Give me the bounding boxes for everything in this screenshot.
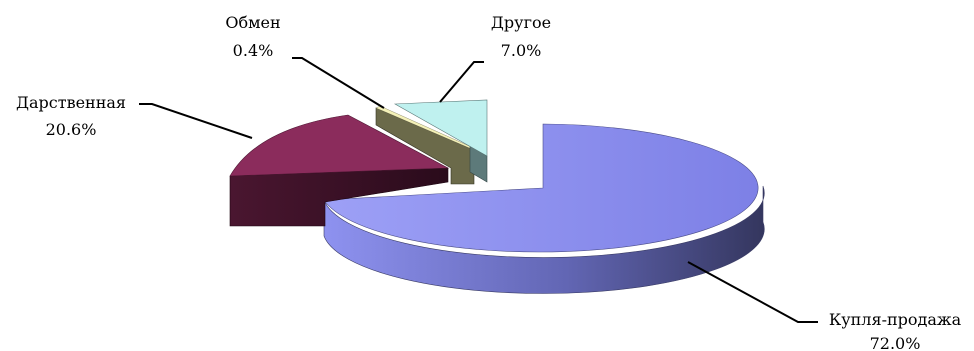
label-drugoe-name: Другое — [491, 13, 551, 32]
label-obmen-name: Обмен — [225, 13, 280, 32]
slice-darstvennaya — [229, 114, 450, 227]
slice-drugoe — [393, 99, 488, 183]
label-obmen-value: 0.4% — [233, 41, 274, 60]
label-kuplya-value: 72.0% — [870, 334, 921, 351]
label-darstvennaya-name: Дарственная — [16, 93, 126, 112]
leader-line-darstvennaya — [139, 103, 253, 139]
leader-line-drugoe — [439, 61, 484, 103]
slice-kuplya-prodazha — [323, 123, 765, 294]
leader-line-kuplya — [687, 261, 818, 323]
label-drugoe-value: 7.0% — [501, 41, 542, 60]
label-kuplya-name: Купля-продажа — [829, 310, 962, 329]
label-darstvennaya-value: 20.6% — [46, 120, 97, 139]
leader-line-obmen — [292, 57, 385, 109]
